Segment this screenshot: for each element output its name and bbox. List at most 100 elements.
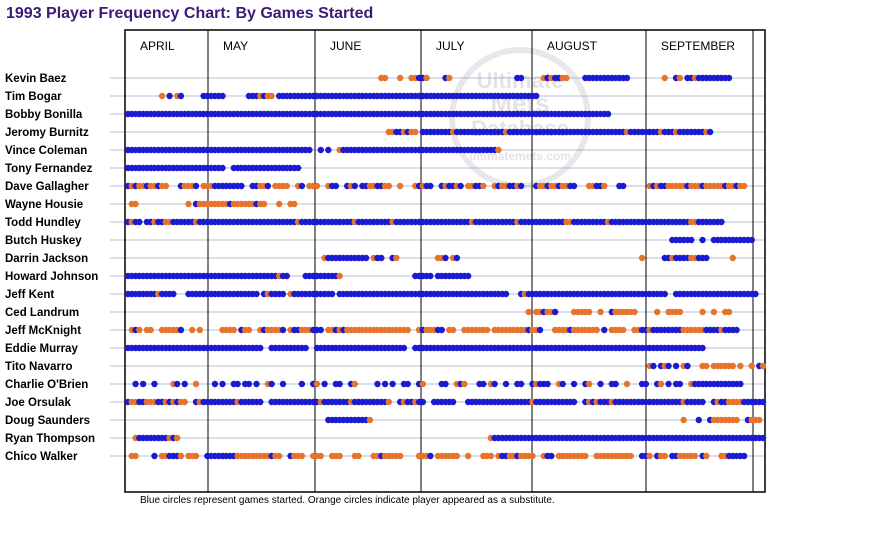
substitute-dot bbox=[351, 380, 358, 388]
game-started-dot bbox=[139, 380, 147, 388]
player-label: Ced Landrum bbox=[5, 307, 79, 319]
game-started-dot bbox=[166, 92, 173, 100]
game-started-dot bbox=[170, 290, 177, 298]
game-started-dot bbox=[336, 380, 343, 388]
substitute-dot bbox=[136, 326, 143, 334]
game-started-dot bbox=[238, 182, 245, 190]
game-started-dot bbox=[294, 164, 302, 172]
game-started-dot bbox=[748, 236, 755, 244]
substitute-dot bbox=[676, 308, 684, 316]
player-label: Dave Gallagher bbox=[5, 181, 89, 193]
game-started-dot bbox=[268, 380, 275, 388]
substitute-dot bbox=[268, 92, 275, 100]
substitute-dot bbox=[657, 380, 665, 388]
game-started-dot bbox=[737, 380, 744, 388]
substitute-dot bbox=[449, 326, 457, 334]
game-started-dot bbox=[257, 344, 264, 352]
substitute-dot bbox=[453, 452, 461, 460]
game-started-dot bbox=[283, 272, 290, 280]
game-started-dot bbox=[449, 398, 457, 406]
game-started-dot bbox=[332, 182, 340, 190]
game-started-dot bbox=[601, 326, 608, 334]
game-started-dot bbox=[219, 164, 226, 172]
game-started-dot bbox=[491, 380, 498, 388]
substitute-dot bbox=[691, 452, 699, 460]
substitute-dot bbox=[396, 182, 404, 190]
substitute-dot bbox=[185, 200, 192, 208]
game-started-dot bbox=[502, 290, 510, 298]
substitute-dot bbox=[192, 452, 200, 460]
substitute-dot bbox=[585, 380, 593, 388]
game-started-dot bbox=[699, 344, 706, 352]
game-started-dot bbox=[548, 452, 555, 460]
substitute-dot bbox=[298, 452, 306, 460]
substitute-dot bbox=[646, 452, 653, 460]
game-started-dot bbox=[759, 434, 767, 442]
substitute-dot bbox=[585, 308, 593, 316]
substitute-dot bbox=[158, 92, 166, 100]
game-started-dot bbox=[400, 344, 408, 352]
substitute-dot bbox=[737, 362, 744, 370]
substitute-dot bbox=[487, 452, 495, 460]
game-started-dot bbox=[389, 380, 396, 388]
game-started-dot bbox=[427, 182, 434, 190]
substitute-dot bbox=[396, 74, 404, 82]
substitute-dot bbox=[189, 326, 196, 334]
substitute-dot bbox=[676, 74, 684, 82]
game-started-dot bbox=[480, 380, 487, 388]
game-started-dot bbox=[740, 452, 748, 460]
game-started-dot bbox=[173, 380, 181, 388]
game-started-dot bbox=[559, 380, 566, 388]
substitute-dot bbox=[725, 308, 733, 316]
game-started-dot bbox=[253, 380, 260, 388]
game-started-dot bbox=[676, 380, 684, 388]
substitute-dot bbox=[393, 254, 400, 262]
game-started-dot bbox=[192, 182, 200, 190]
game-started-dot bbox=[321, 380, 328, 388]
game-started-dot bbox=[706, 128, 714, 136]
game-started-dot bbox=[517, 74, 525, 82]
game-started-dot bbox=[298, 380, 306, 388]
game-started-dot bbox=[457, 182, 464, 190]
substitute-dot bbox=[276, 200, 283, 208]
game-started-dot bbox=[604, 110, 612, 118]
player-label: Eddie Murray bbox=[5, 343, 78, 355]
month-label-may: MAY bbox=[223, 39, 248, 53]
player-label: Bobby Bonilla bbox=[5, 109, 83, 121]
game-started-dot bbox=[733, 326, 740, 334]
game-started-dot bbox=[502, 380, 510, 388]
game-started-dot bbox=[181, 380, 188, 388]
game-started-dot bbox=[517, 182, 525, 190]
substitute-dot bbox=[638, 254, 646, 262]
substitute-dot bbox=[465, 452, 472, 460]
game-started-dot bbox=[665, 380, 672, 388]
game-started-dot bbox=[699, 398, 706, 406]
game-started-dot bbox=[619, 182, 627, 190]
month-label-september: SEPTEMBER bbox=[661, 39, 735, 53]
game-started-dot bbox=[703, 254, 710, 262]
player-label: Wayne Housie bbox=[5, 199, 83, 211]
game-started-dot bbox=[570, 398, 578, 406]
substitute-dot bbox=[710, 308, 718, 316]
substitute-dot bbox=[627, 452, 634, 460]
substitute-dot bbox=[355, 452, 362, 460]
game-started-dot bbox=[177, 326, 185, 334]
game-started-dot bbox=[517, 380, 525, 388]
game-started-dot bbox=[264, 182, 272, 190]
substitute-dot bbox=[729, 362, 736, 370]
substitute-dot bbox=[177, 452, 185, 460]
substitute-dot bbox=[419, 380, 427, 388]
player-label: Kevin Baez bbox=[5, 73, 67, 85]
substitute-dot bbox=[336, 452, 343, 460]
game-started-dot bbox=[752, 290, 759, 298]
game-started-dot bbox=[427, 272, 434, 280]
substitute-dot bbox=[230, 326, 238, 334]
substitute-dot bbox=[404, 326, 411, 334]
legend-caption: Blue circles represent games started. Or… bbox=[140, 495, 555, 506]
game-started-dot bbox=[302, 344, 309, 352]
substitute-dot bbox=[132, 452, 139, 460]
chart-title: 1993 Player Frequency Chart: By Games St… bbox=[6, 5, 374, 22]
game-started-dot bbox=[536, 326, 544, 334]
substitute-dot bbox=[260, 200, 268, 208]
game-started-dot bbox=[695, 416, 702, 424]
